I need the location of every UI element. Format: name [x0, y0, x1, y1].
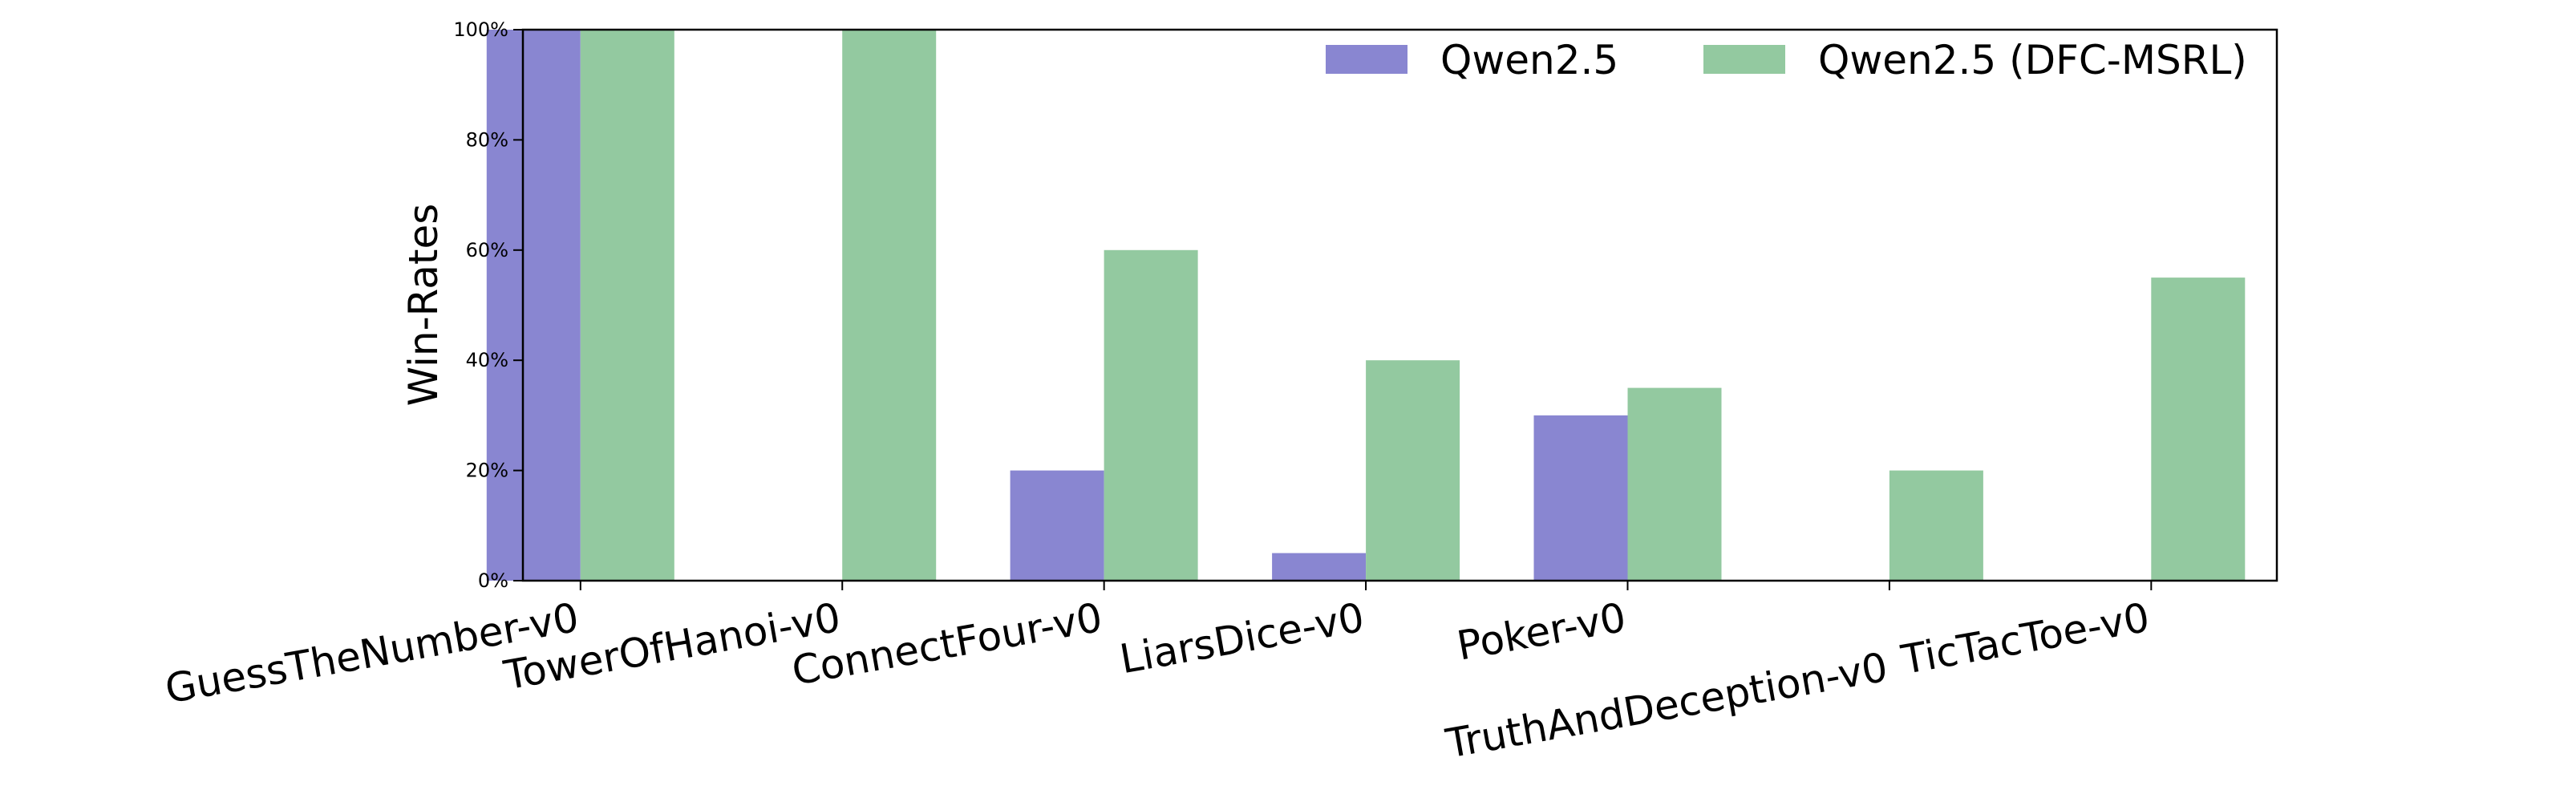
legend-swatch — [1326, 45, 1407, 74]
y-tick-label: 0% — [478, 569, 508, 592]
legend-swatch — [1703, 45, 1785, 74]
bar-qwen25-dfc-msrl-tictactoe-v0 — [2151, 278, 2246, 581]
bar-qwen25-poker-v0 — [1533, 415, 1628, 581]
x-axis: GuessTheNumber-v0TowerOfHanoi-v0ConnectF… — [162, 581, 2153, 768]
bar-qwen25-liarsdice-v0 — [1272, 553, 1367, 581]
y-tick-label: 80% — [466, 128, 508, 151]
legend-label: Qwen2.5 — [1440, 37, 1618, 83]
plot-frame — [521, 28, 2278, 582]
y-tick-label: 100% — [453, 18, 508, 41]
bar-qwen25-dfc-msrl-liarsdice-v0 — [1366, 360, 1460, 581]
bar-qwen25-dfc-msrl-towerofhanoi-v0 — [842, 30, 937, 581]
y-tick-label: 20% — [466, 460, 508, 482]
bar-qwen25-dfc-msrl-poker-v0 — [1627, 387, 1722, 581]
legend: Qwen2.5 Qwen2.5 (DFC-MSRL) — [1326, 37, 2247, 83]
x-tick-label: TruthAndDeception-v0 — [1442, 644, 1891, 768]
x-tick-label: TicTacToe-v0 — [1898, 594, 2153, 684]
bars-group — [486, 30, 2246, 581]
bar-qwen25-dfc-msrl-guessthenumber-v0 — [580, 30, 674, 581]
bar-qwen25-dfc-msrl-truthanddeception-v0 — [1889, 470, 1983, 581]
y-tick-label: 40% — [466, 349, 508, 371]
y-tick-label: 60% — [466, 239, 508, 261]
bar-qwen25-connectfour-v0 — [1010, 470, 1104, 581]
bar-qwen25-dfc-msrl-connectfour-v0 — [1104, 249, 1198, 581]
y-axis: 0% 20% 40% 60% 80% 100% — [453, 18, 523, 592]
x-tick-label: LiarsDice-v0 — [1116, 594, 1367, 683]
legend-label: Qwen2.5 (DFC-MSRL) — [1818, 37, 2247, 83]
x-tick-label: Poker-v0 — [1453, 594, 1629, 670]
bar-qwen25-guessthenumber-v0 — [486, 30, 581, 581]
y-axis-label: Win-Rates — [400, 204, 447, 407]
